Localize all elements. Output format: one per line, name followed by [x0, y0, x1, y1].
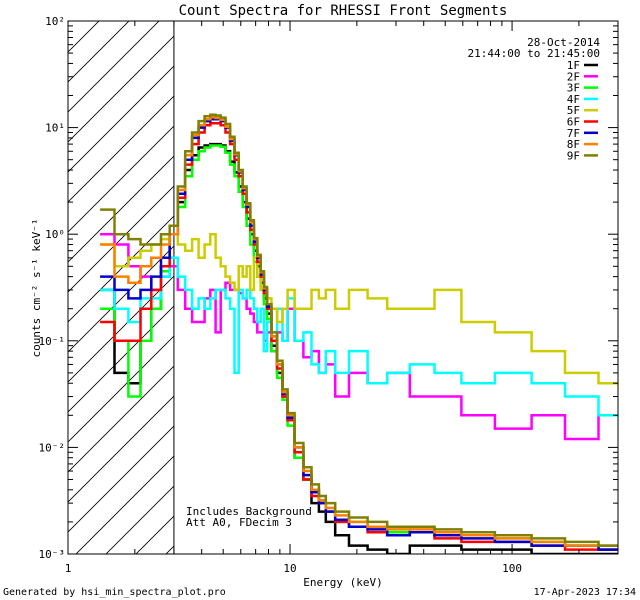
- legend-label-4f: 4F: [567, 93, 580, 106]
- legend-label-9f: 9F: [567, 149, 580, 162]
- series-line-8f: [100, 116, 618, 547]
- legend-label-8f: 8F: [567, 138, 580, 151]
- y-tick-label: 10⁰: [45, 228, 65, 241]
- y-tick-label: 10⁻²: [39, 441, 66, 454]
- annotation-attenuator: Att A0, FDecim 3: [186, 516, 292, 529]
- x-tick-label: 100: [502, 562, 522, 575]
- y-axis-label: counts cm⁻² s⁻¹ keV⁻¹: [30, 218, 43, 357]
- excluded-region-hatch: [68, 21, 174, 554]
- legend-label-1f: 1F: [567, 59, 580, 72]
- axis-ticks: 1 10 100 10² 10¹ 10⁰ 10⁻¹ 10⁻² 10⁻³: [39, 15, 619, 575]
- chart-title: Count Spectra for RHESSI Front Segments: [179, 3, 508, 19]
- plot-frame: [67, 20, 619, 555]
- y-tick-label: 10²: [45, 15, 65, 28]
- footer-timestamp: 17-Apr-2023 17:34: [534, 587, 636, 598]
- y-tick-label: 10¹: [45, 122, 65, 135]
- legend-label-2f: 2F: [567, 70, 580, 83]
- legend-label-6f: 6F: [567, 116, 580, 129]
- annotation-background: Includes Background: [186, 505, 312, 518]
- y-tick-label: 10⁻³: [39, 548, 66, 561]
- series-line-4f: [100, 256, 618, 417]
- legend-label-5f: 5F: [567, 104, 580, 117]
- y-tick-label: 10⁻¹: [39, 335, 66, 348]
- series-line-7f: [100, 117, 618, 551]
- footer-generator: Generated by hsi_min_spectra_plot.pro: [3, 587, 226, 598]
- series-layer: [100, 113, 618, 554]
- x-tick-label: 10: [283, 562, 296, 575]
- x-axis-label: Energy (keV): [303, 576, 382, 589]
- series-line-9f: [100, 113, 618, 547]
- observation-time-range: 21:44:00 to 21:45:00: [468, 47, 600, 60]
- x-tick-label: 1: [65, 562, 72, 575]
- observation-date: 28-Oct-2014: [527, 36, 600, 49]
- legend-label-7f: 7F: [567, 127, 580, 140]
- legend-label-3f: 3F: [567, 82, 580, 95]
